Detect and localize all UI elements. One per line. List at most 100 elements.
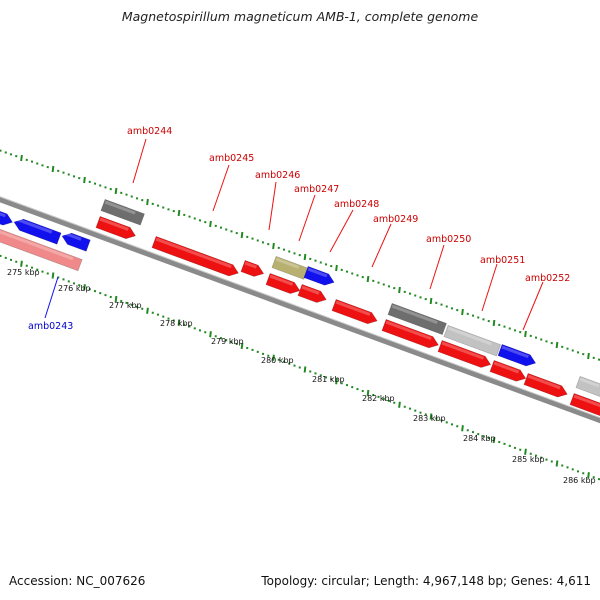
feature-blue[interactable] bbox=[60, 230, 91, 252]
gene-label-amb0250[interactable]: amb0250 bbox=[426, 234, 471, 245]
minor-tick bbox=[219, 337, 223, 340]
minor-tick bbox=[377, 281, 380, 284]
feature-cds[interactable] bbox=[381, 318, 441, 350]
minor-tick bbox=[109, 188, 112, 191]
gene-label-amb0252[interactable]: amb0252 bbox=[525, 273, 570, 284]
minor-tick bbox=[477, 316, 480, 319]
scale-label: 284 kbp bbox=[463, 434, 496, 443]
minor-tick bbox=[393, 401, 396, 404]
minor-tick bbox=[104, 293, 107, 297]
major-tick bbox=[209, 220, 212, 228]
feature-cds[interactable] bbox=[297, 283, 328, 305]
gene-label-amb0246[interactable]: amb0246 bbox=[255, 170, 300, 181]
minor-tick bbox=[41, 164, 44, 167]
major-tick bbox=[461, 425, 464, 432]
feature-highlight bbox=[0, 227, 74, 261]
feature-light-gray[interactable] bbox=[575, 375, 600, 399]
feature-amb0247[interactable] bbox=[271, 255, 309, 280]
feature-amb0252[interactable] bbox=[497, 343, 538, 368]
feature-amb0246[interactable] bbox=[240, 259, 266, 279]
minor-tick bbox=[15, 155, 18, 158]
minor-tick bbox=[204, 221, 207, 224]
minor-tick bbox=[498, 323, 501, 326]
feature-amb0248[interactable] bbox=[265, 272, 302, 296]
minor-tick bbox=[193, 217, 196, 220]
gene-label-amb0251[interactable]: amb0251 bbox=[480, 255, 525, 266]
major-tick bbox=[83, 284, 86, 291]
gene-label-amb0244[interactable]: amb0244 bbox=[127, 126, 172, 137]
minor-tick bbox=[403, 405, 406, 408]
minor-tick bbox=[450, 423, 454, 426]
minor-tick bbox=[592, 476, 595, 479]
minor-tick bbox=[120, 191, 123, 194]
major-tick bbox=[146, 307, 149, 314]
minor-tick bbox=[529, 334, 532, 337]
major-tick bbox=[398, 286, 401, 294]
gene-label-amb0243[interactable]: amb0243 bbox=[28, 321, 73, 332]
minor-tick bbox=[62, 171, 65, 174]
scale-label: 281 kbp bbox=[312, 375, 345, 384]
major-tick bbox=[492, 436, 496, 444]
minor-tick bbox=[62, 278, 65, 281]
minor-tick bbox=[471, 314, 475, 317]
minor-tick bbox=[330, 265, 333, 268]
feature-blue[interactable] bbox=[303, 265, 336, 288]
minor-tick bbox=[225, 228, 228, 231]
feature-blue[interactable] bbox=[0, 207, 15, 228]
accession-text: Accession: NC_007626 bbox=[9, 574, 146, 588]
minor-tick bbox=[172, 210, 175, 213]
minor-tick bbox=[340, 268, 343, 271]
major-tick bbox=[209, 331, 212, 338]
map-title: Magnetospirillum magneticum AMB-1, compl… bbox=[121, 9, 479, 24]
minor-tick bbox=[230, 230, 233, 233]
minor-tick bbox=[356, 387, 359, 391]
minor-tick bbox=[545, 458, 548, 461]
gene-label-amb0247[interactable]: amb0247 bbox=[294, 184, 339, 195]
feature-amb0249[interactable] bbox=[331, 298, 379, 326]
feature-cds[interactable] bbox=[489, 359, 528, 384]
major-tick bbox=[492, 319, 496, 327]
gene-leader-lines bbox=[44, 138, 544, 331]
gene-label-amb0249[interactable]: amb0249 bbox=[373, 214, 418, 225]
gene-label-amb0245[interactable]: amb0245 bbox=[209, 153, 254, 164]
minor-tick bbox=[25, 264, 28, 267]
scale-label: 277 kbp bbox=[109, 301, 142, 310]
feature-cds[interactable] bbox=[437, 339, 493, 370]
feature-amb0251[interactable] bbox=[443, 324, 502, 357]
minor-tick bbox=[377, 395, 380, 399]
feature-amb0243[interactable] bbox=[12, 216, 62, 245]
minor-tick bbox=[277, 246, 280, 249]
minor-tick bbox=[387, 285, 391, 288]
minor-tick bbox=[351, 272, 354, 275]
minor-tick bbox=[529, 452, 532, 455]
feature-amb0244[interactable] bbox=[100, 198, 145, 226]
feature-highlight bbox=[155, 237, 232, 269]
major-tick bbox=[20, 260, 23, 267]
major-tick bbox=[587, 472, 590, 479]
gene-label-amb0248[interactable]: amb0248 bbox=[334, 199, 379, 210]
feature-amb0250[interactable] bbox=[387, 302, 447, 336]
scale-label: 279 kbp bbox=[211, 337, 244, 346]
scale-label: 282 kbp bbox=[362, 394, 395, 403]
minor-tick bbox=[78, 284, 81, 287]
minor-tick bbox=[419, 411, 422, 414]
minor-tick bbox=[151, 202, 154, 205]
minor-tick bbox=[9, 153, 13, 156]
minor-tick bbox=[67, 173, 70, 176]
minor-tick bbox=[198, 329, 202, 332]
scale-label: 285 kbp bbox=[512, 455, 545, 464]
minor-tick bbox=[482, 434, 485, 438]
minor-tick bbox=[130, 195, 133, 198]
feature-highlight bbox=[307, 267, 328, 278]
feature-cds[interactable] bbox=[95, 215, 138, 241]
minor-tick bbox=[4, 151, 7, 154]
minor-tick bbox=[0, 254, 2, 258]
genome-backbone bbox=[0, 196, 600, 424]
minor-tick bbox=[414, 294, 417, 297]
minor-tick bbox=[214, 335, 217, 338]
feature-cds[interactable] bbox=[523, 372, 569, 399]
minor-tick bbox=[508, 327, 511, 330]
feature-amb0245[interactable] bbox=[151, 235, 241, 278]
feature-pink[interactable] bbox=[0, 225, 83, 272]
